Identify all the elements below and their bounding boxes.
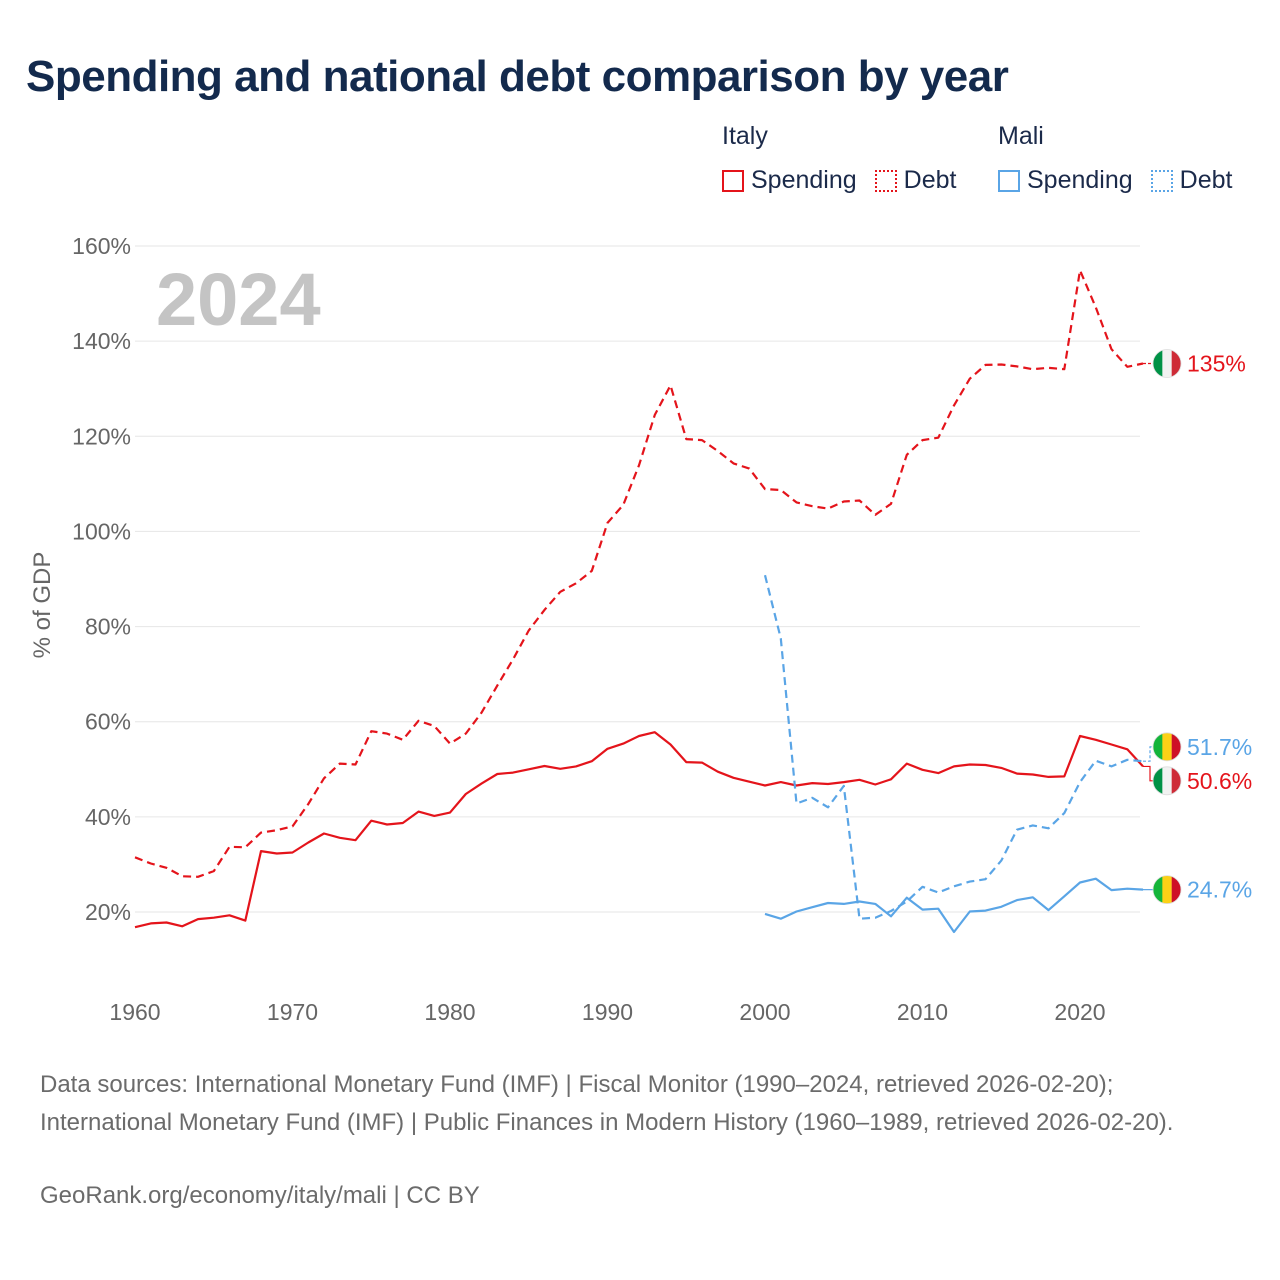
italy-flag-icon [1153, 349, 1181, 378]
y-tick-label: 40% [85, 804, 131, 830]
mali-flag-icon [1153, 875, 1181, 904]
legend-swatch-dotted [874, 169, 897, 192]
legend-item-label: Spending [1027, 166, 1133, 194]
line-chart: 2024 % of GDP 20% 40% 60% 80% 100% 120% 140% 16… [29, 233, 1252, 1025]
y-tick-label: 80% [85, 614, 131, 640]
flag-stripe [1153, 732, 1163, 761]
end-labels: 135% 50.6% 51.7% 24.7% [1143, 349, 1252, 905]
flag-stripe [1162, 875, 1172, 904]
legend-country-label: Italy [722, 122, 768, 150]
chart-title: Spending and national debt comparison by… [26, 52, 1009, 101]
flag-stripe [1153, 766, 1163, 795]
end-value-label: 135% [1187, 351, 1246, 377]
flag-stripe [1171, 349, 1181, 378]
flag-stripe [1153, 875, 1163, 904]
mali-flag-icon [1153, 732, 1181, 761]
data-sources: Data sources: International Monetary Fun… [40, 1071, 1174, 1136]
legend-item-label: Debt [903, 166, 957, 194]
legend-country-label: Mali [998, 122, 1044, 150]
legend-swatch-solid [722, 169, 744, 192]
flag-stripe [1162, 766, 1172, 795]
x-axis: 1960 1970 1980 1990 2000 2010 2020 [109, 999, 1105, 1025]
flag-border [1152, 875, 1182, 905]
flag-stripe [1153, 349, 1163, 378]
flag-stripe [1162, 349, 1172, 378]
series-line-mali-spending [764, 877, 1144, 934]
gridlines [135, 245, 1140, 913]
y-tick-label: 100% [72, 518, 131, 544]
flag-border [1152, 766, 1182, 796]
series-line-italy-spending [134, 731, 1144, 929]
end-label-connector [1143, 765, 1153, 782]
legend-mali-spending[interactable]: Spending [998, 166, 1133, 195]
y-tick-label: 120% [72, 423, 131, 449]
flag-stripe [1171, 766, 1181, 795]
legend-italy: Italy Spending Debt [722, 122, 956, 195]
y-axis-label: % of GDP [29, 552, 56, 659]
flag-stripe [1171, 875, 1181, 904]
x-tick-label: 1970 [267, 999, 318, 1025]
y-tick-label: 160% [72, 233, 131, 259]
x-tick-label: 2010 [897, 999, 948, 1025]
flag-border [1152, 349, 1182, 378]
flag-border [1152, 732, 1182, 762]
series-line-mali-debt [763, 574, 1144, 920]
series-line-italy-debt [134, 269, 1144, 878]
y-tick-label: 20% [85, 899, 131, 925]
y-tick-label: 60% [85, 709, 131, 735]
end-value-label: 51.7% [1187, 734, 1252, 760]
y-tick-label: 140% [72, 328, 131, 354]
end-value-label: 50.6% [1187, 768, 1252, 794]
x-tick-label: 1990 [582, 999, 633, 1025]
x-tick-label: 2020 [1054, 999, 1105, 1025]
x-tick-label: 1960 [109, 999, 160, 1025]
legend-item-label: Spending [751, 166, 857, 194]
italy-flag-icon [1153, 766, 1181, 795]
legend-swatch-dotted [1150, 169, 1173, 192]
legend-item-label: Debt [1179, 166, 1233, 194]
flag-stripe [1171, 732, 1181, 761]
end-value-label: 24.7% [1187, 877, 1252, 903]
legend-italy-spending[interactable]: Spending [722, 166, 857, 195]
flag-stripe [1162, 732, 1172, 761]
legend-mali: Mali Spending Debt [998, 122, 1232, 195]
series-lines [134, 269, 1144, 934]
x-tick-label: 2000 [739, 999, 790, 1025]
legend-swatch-solid [998, 169, 1020, 192]
year-watermark: 2024 [156, 258, 321, 341]
y-axis: 20% 40% 60% 80% 100% 120% 140% 160% [72, 233, 131, 925]
end-label-connector [1143, 746, 1153, 762]
legend-mali-debt[interactable]: Debt [1150, 166, 1233, 195]
x-tick-label: 1980 [424, 999, 475, 1025]
legend-italy-debt[interactable]: Debt [874, 166, 957, 195]
credit-link[interactable]: GeoRank.org/economy/italy/mali | CC BY [40, 1182, 480, 1209]
